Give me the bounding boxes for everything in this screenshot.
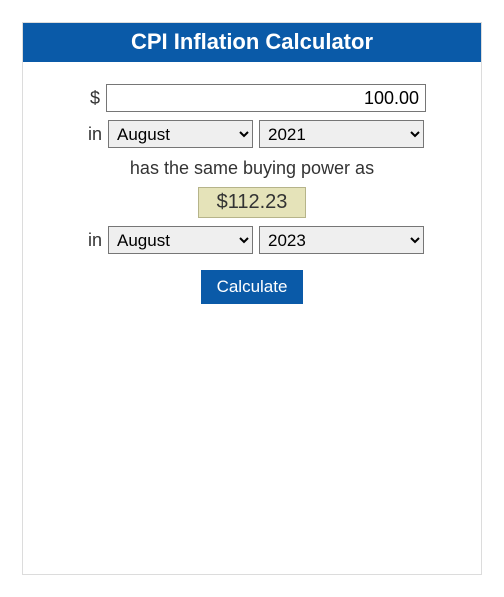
spacer	[49, 304, 455, 544]
currency-symbol: $	[78, 88, 100, 109]
card-body: $ in August 2021 has the same buying pow…	[23, 62, 481, 574]
card-title: CPI Inflation Calculator	[23, 23, 481, 62]
to-date-row: in August 2023	[49, 226, 455, 254]
from-month-select[interactable]: August	[108, 120, 253, 148]
calculate-button[interactable]: Calculate	[201, 270, 304, 304]
from-date-row: in August 2021	[49, 120, 455, 148]
in-label-to: in	[80, 230, 102, 251]
calculator-card: CPI Inflation Calculator $ in August 202…	[22, 22, 482, 575]
in-label-from: in	[80, 124, 102, 145]
to-month-select[interactable]: August	[108, 226, 253, 254]
amount-row: $	[49, 84, 455, 112]
result-value: $112.23	[198, 187, 306, 218]
amount-input[interactable]	[106, 84, 426, 112]
from-year-select[interactable]: 2021	[259, 120, 424, 148]
mid-text: has the same buying power as	[49, 158, 455, 179]
to-year-select[interactable]: 2023	[259, 226, 424, 254]
